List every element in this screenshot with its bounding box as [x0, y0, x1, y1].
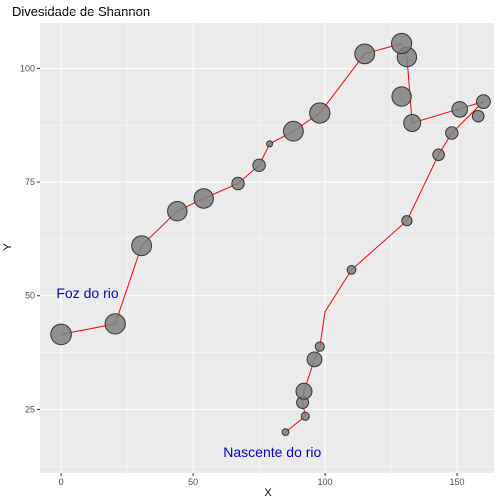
annotation-label: Foz do rio: [56, 285, 118, 301]
x-axis-ticks: 0 50 100 150: [59, 473, 465, 487]
data-point: [252, 158, 266, 173]
y-axis-title: Y: [2, 243, 14, 251]
annotation-label: Nascente do rio: [223, 444, 321, 460]
data-point: [346, 264, 357, 275]
annotations: Foz do rio Nascente do rio: [56, 285, 321, 460]
y-axis-ticks: 25 50 75 100: [20, 63, 40, 414]
y-tick-label: 25: [25, 404, 35, 414]
data-point: [50, 323, 72, 346]
data-point: [300, 411, 310, 421]
x-tick-label: 0: [59, 477, 64, 487]
panel-background: [40, 23, 494, 473]
y-tick-label: 75: [25, 177, 35, 187]
data-point: [391, 86, 412, 107]
data-point: [193, 188, 214, 209]
data-point: [451, 101, 469, 118]
data-point: [432, 148, 445, 162]
data-point: [306, 351, 323, 368]
data-point: [403, 114, 422, 132]
y-tick-label: 50: [25, 291, 35, 301]
data-point: [391, 32, 413, 55]
data-point: [131, 235, 153, 257]
x-tick-label: 50: [188, 477, 198, 487]
data-point: [401, 215, 413, 227]
data-point: [309, 102, 331, 124]
y-tick-label: 100: [20, 63, 35, 73]
data-point: [295, 382, 313, 400]
x-tick-label: 150: [450, 477, 465, 487]
major-gridlines: [40, 23, 494, 473]
data-points: [50, 32, 491, 437]
x-tick-label: 100: [318, 477, 333, 487]
plot-panel: Foz do rio Nascente do rio: [40, 11, 494, 473]
minor-gridlines: [40, 11, 494, 473]
data-point: [283, 120, 304, 142]
data-point: [476, 94, 491, 109]
data-point: [167, 201, 188, 222]
data-point: [314, 341, 325, 352]
data-point: [471, 109, 485, 123]
data-point: [104, 313, 126, 335]
data-point: [281, 428, 290, 437]
data-point: [266, 140, 274, 148]
data-point: [354, 43, 376, 65]
x-axis-title: X: [264, 487, 272, 499]
data-point: [231, 176, 245, 191]
data-point: [445, 126, 459, 140]
